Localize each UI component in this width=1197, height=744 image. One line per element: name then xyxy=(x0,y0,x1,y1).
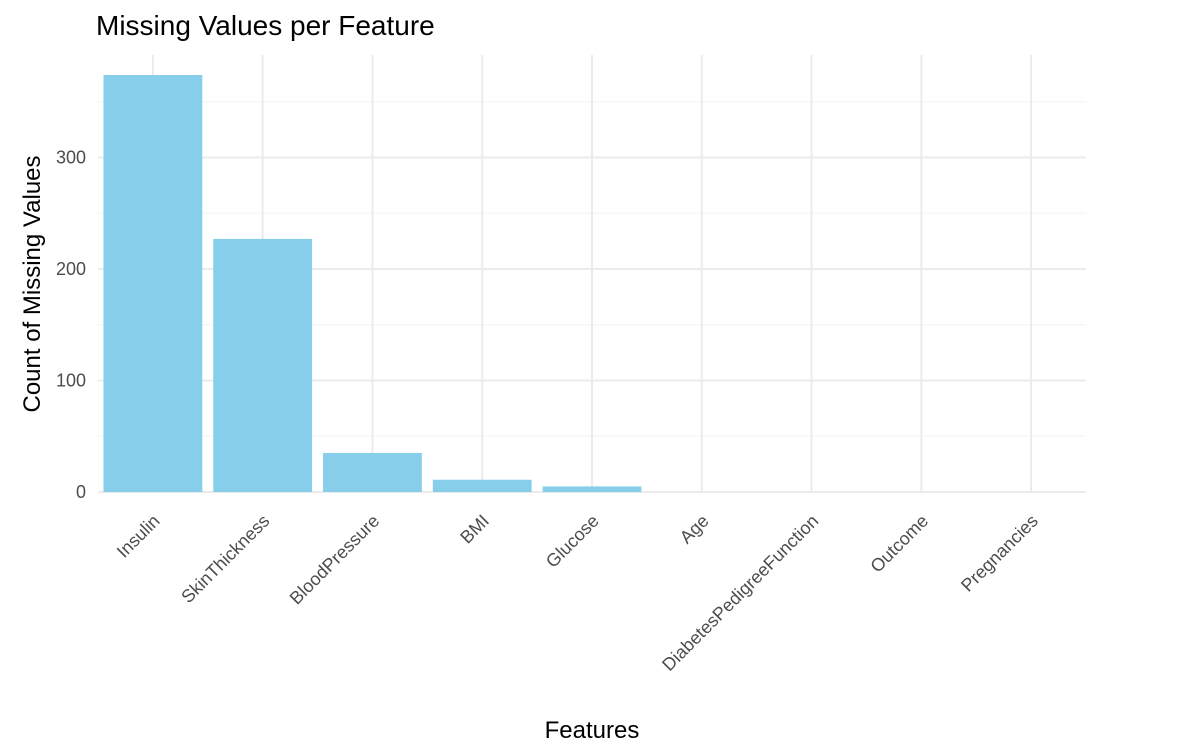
y-tick-label: 200 xyxy=(56,259,86,279)
bar-bloodpressure xyxy=(323,452,422,492)
x-axis-title: Features xyxy=(545,717,640,744)
x-tick-label-pregnancies: Pregnancies xyxy=(957,511,1042,596)
x-tick-label-skinthickness: SkinThickness xyxy=(177,511,273,607)
y-tick-label: 100 xyxy=(56,371,86,391)
y-axis-title: Count of Missing Values xyxy=(19,155,46,412)
y-tick-labels: 0 100 200 300 xyxy=(56,148,86,502)
y-tick-label: 300 xyxy=(56,148,86,168)
x-tick-labels: Insulin SkinThickness BloodPressure BMI Gluc… xyxy=(113,511,1042,675)
x-tick-label-insulin: Insulin xyxy=(113,511,164,562)
bar-insulin xyxy=(103,75,203,492)
bar-glucose xyxy=(542,486,642,492)
chart-title: Missing Values per Feature xyxy=(96,10,435,41)
bar-bmi xyxy=(432,479,532,492)
x-tick-label-glucose: Glucose xyxy=(542,511,603,572)
bar-skinthickness xyxy=(213,238,313,492)
x-tick-label-outcome: Outcome xyxy=(866,511,932,577)
x-tick-label-bloodpressure: BloodPressure xyxy=(286,511,384,609)
y-tick-label: 0 xyxy=(76,482,86,502)
x-tick-label-bmi: BMI xyxy=(456,511,493,548)
bars-layer xyxy=(103,75,642,492)
x-tick-label-age: Age xyxy=(676,511,713,548)
